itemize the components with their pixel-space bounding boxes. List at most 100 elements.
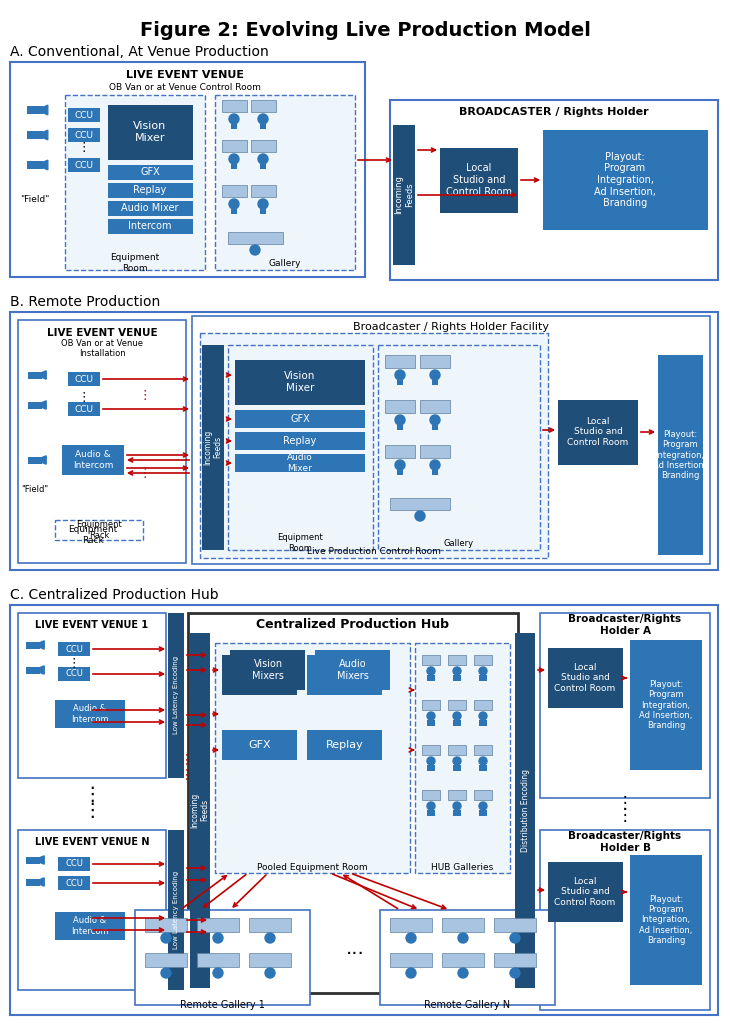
Bar: [453, 765, 461, 771]
Circle shape: [229, 199, 239, 209]
Bar: [307, 730, 382, 760]
Bar: [26, 667, 40, 674]
Text: Local
Studio and
Control Room: Local Studio and Control Room: [554, 878, 615, 907]
Bar: [231, 164, 237, 169]
Circle shape: [229, 114, 239, 124]
Circle shape: [395, 415, 405, 425]
Text: C. Centralized Production Hub: C. Centralized Production Hub: [10, 588, 218, 602]
Text: BROADCASTER / Rights Holder: BROADCASTER / Rights Holder: [459, 106, 649, 117]
Text: Replay: Replay: [283, 436, 317, 446]
Bar: [432, 470, 438, 475]
Bar: [197, 953, 239, 967]
Text: ⋮: ⋮: [180, 753, 194, 767]
Bar: [58, 642, 90, 656]
Bar: [540, 613, 710, 798]
Text: ⋮: ⋮: [68, 656, 80, 670]
Circle shape: [213, 968, 223, 978]
Circle shape: [258, 114, 268, 124]
Text: Gallery: Gallery: [444, 539, 474, 548]
Bar: [558, 400, 638, 465]
Bar: [55, 700, 125, 728]
Polygon shape: [40, 878, 45, 886]
Text: Installation: Installation: [79, 349, 126, 358]
Circle shape: [406, 933, 416, 943]
Bar: [385, 445, 415, 458]
Bar: [415, 643, 510, 873]
Text: Playout:
Program
Integration,
Ad Insertion,
Branding: Playout: Program Integration, Ad Inserti…: [594, 152, 656, 208]
Bar: [108, 219, 193, 234]
Bar: [543, 130, 708, 230]
Text: Incoming
Feeds: Incoming Feeds: [203, 429, 223, 465]
Bar: [197, 918, 239, 932]
Bar: [58, 876, 90, 890]
Text: Equipment
Rack: Equipment Rack: [69, 525, 118, 545]
Text: GFX: GFX: [249, 740, 272, 750]
Bar: [630, 640, 702, 770]
Bar: [28, 457, 42, 464]
Text: Audio
Mixers: Audio Mixers: [337, 659, 369, 681]
Text: Equipment
Room: Equipment Room: [277, 534, 323, 553]
Bar: [108, 201, 193, 216]
Bar: [200, 333, 548, 558]
Text: Low Latency Encoding: Low Latency Encoding: [173, 871, 179, 949]
Bar: [385, 400, 415, 413]
Text: CCU: CCU: [65, 644, 83, 653]
Text: ⋮: ⋮: [78, 390, 91, 403]
Bar: [422, 700, 440, 710]
Bar: [68, 372, 100, 386]
Text: LIVE EVENT VENUE 1: LIVE EVENT VENUE 1: [36, 620, 149, 630]
Bar: [65, 95, 205, 270]
Bar: [215, 95, 355, 270]
Text: Audio Mixer: Audio Mixer: [121, 203, 179, 213]
Bar: [222, 730, 297, 760]
Text: LIVE EVENT VENUE: LIVE EVENT VENUE: [47, 328, 157, 338]
Circle shape: [213, 933, 223, 943]
Bar: [658, 355, 703, 555]
Text: ⋮: ⋮: [139, 468, 151, 480]
Polygon shape: [43, 130, 47, 140]
Text: Local
Studio and
Control Room: Local Studio and Control Room: [446, 164, 512, 197]
Bar: [190, 633, 210, 988]
Circle shape: [258, 199, 268, 209]
Text: Low Latency Encoding: Low Latency Encoding: [173, 656, 179, 734]
Bar: [427, 675, 435, 681]
Bar: [10, 312, 718, 570]
Bar: [397, 470, 403, 475]
Bar: [385, 355, 415, 368]
Bar: [390, 953, 432, 967]
Bar: [378, 345, 540, 550]
Bar: [68, 402, 100, 416]
Bar: [68, 128, 100, 142]
Bar: [202, 345, 224, 550]
Bar: [432, 425, 438, 430]
Bar: [448, 790, 466, 800]
Bar: [260, 164, 266, 169]
Text: Replay: Replay: [134, 185, 166, 195]
Text: Vision
Mixer: Vision Mixer: [284, 372, 315, 393]
Bar: [380, 910, 555, 1005]
Text: ⋮: ⋮: [180, 768, 194, 782]
Text: Broadcaster/Rights
Holder A: Broadcaster/Rights Holder A: [569, 614, 682, 636]
Polygon shape: [42, 400, 46, 410]
Circle shape: [453, 757, 461, 765]
Text: Intercom: Intercom: [128, 221, 172, 231]
Bar: [479, 810, 487, 816]
Text: ⋮: ⋮: [82, 801, 101, 819]
Text: CCU: CCU: [65, 670, 83, 679]
Bar: [479, 720, 487, 726]
Circle shape: [479, 667, 487, 675]
Text: Audio &
Intercom: Audio & Intercom: [73, 451, 113, 470]
Text: Equipment
Rack: Equipment Rack: [76, 520, 122, 540]
Circle shape: [427, 712, 435, 720]
Circle shape: [427, 802, 435, 810]
Text: Vision
Mixer: Vision Mixer: [134, 121, 166, 142]
Text: OB Van or at Venue: OB Van or at Venue: [61, 340, 143, 348]
Circle shape: [161, 933, 171, 943]
Bar: [440, 148, 518, 213]
Circle shape: [430, 415, 440, 425]
Bar: [145, 918, 187, 932]
Bar: [427, 720, 435, 726]
Circle shape: [427, 667, 435, 675]
Text: CCU: CCU: [74, 161, 93, 170]
Bar: [10, 605, 718, 1015]
